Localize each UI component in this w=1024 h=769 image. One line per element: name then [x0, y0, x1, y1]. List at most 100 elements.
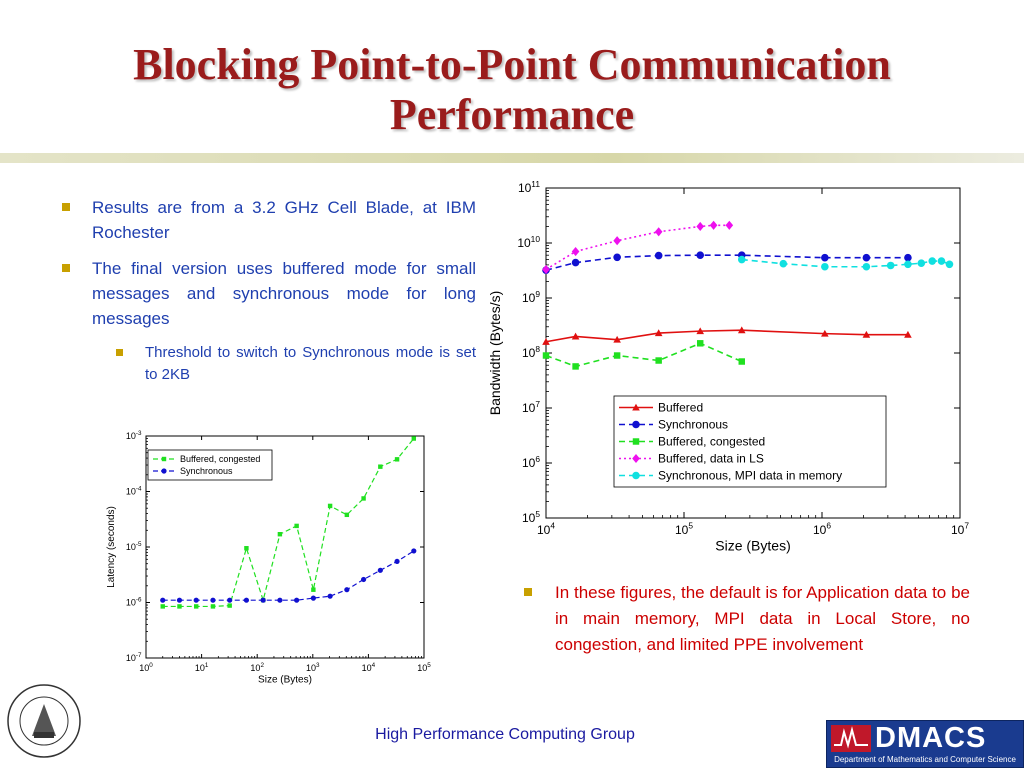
- y-axis-label: Bandwidth (Bytes/s): [487, 291, 503, 416]
- data-point-2: [572, 363, 579, 370]
- legend-label-2: Buffered, congested: [658, 435, 765, 449]
- data-point-1: [210, 597, 216, 603]
- x-tick-label: 107: [951, 521, 969, 537]
- legend-marker-2: [632, 438, 640, 445]
- x-tick-label: 100: [139, 662, 153, 673]
- data-point-2: [613, 352, 621, 359]
- data-point-0: [311, 587, 316, 592]
- data-point-1: [310, 595, 316, 601]
- sub-bullet-text: Threshold to switch to Synchronous mode …: [145, 344, 476, 383]
- legend-label-1: Synchronous: [658, 418, 728, 432]
- data-point-1: [411, 548, 417, 554]
- data-point-1: [613, 253, 621, 262]
- data-point-0: [696, 327, 705, 335]
- x-tick-label: 103: [306, 662, 320, 673]
- data-point-1: [327, 593, 333, 599]
- latency-chart: 100 101 102 103 104 105 10-7 10-6 10-5 10-4 10-3 Si…: [106, 430, 431, 685]
- data-point-2: [542, 352, 550, 359]
- data-point-0: [210, 604, 216, 609]
- y-tick-label: 108: [522, 344, 540, 360]
- data-point-0: [654, 329, 663, 337]
- data-point-0: [378, 464, 383, 469]
- x-tick-label: 101: [195, 662, 209, 673]
- bullet-results: Results are from a 3.2 GHz Cell Blade, a…: [62, 195, 476, 245]
- data-point-0: [542, 337, 550, 345]
- data-point-4: [904, 260, 912, 269]
- data-point-1: [862, 253, 871, 262]
- x-tick-label: 104: [537, 521, 555, 537]
- y-tick-label: 107: [522, 399, 540, 415]
- data-point-0: [294, 523, 299, 529]
- series-line-1: [162, 550, 415, 601]
- y-axis-label: Latency (seconds): [106, 506, 117, 588]
- data-point-0: [277, 532, 283, 537]
- legend-box: [147, 449, 273, 481]
- data-point-0: [571, 332, 580, 340]
- data-point-0: [244, 546, 249, 551]
- data-point-1: [277, 597, 283, 603]
- y-tick-label: 1010: [517, 234, 540, 250]
- y-tick-label: 106: [522, 454, 540, 470]
- data-point-0: [327, 503, 333, 509]
- data-point-1: [344, 587, 350, 593]
- university-logo: [4, 678, 84, 764]
- data-point-2: [738, 358, 745, 365]
- y-tick-label: 109: [522, 289, 540, 305]
- data-point-0: [862, 330, 871, 338]
- legend-box: [613, 395, 887, 488]
- data-point-0: [411, 436, 417, 441]
- data-point-1: [294, 597, 300, 603]
- x-axis-label: Size (Bytes): [715, 537, 790, 553]
- data-point-1: [821, 253, 829, 262]
- legend-label-4: Synchronous, MPI data in memory: [658, 469, 842, 483]
- legend-marker-0: [632, 403, 640, 411]
- legend-marker-4: [632, 471, 640, 480]
- y-tick-label: 10-5: [126, 541, 142, 552]
- data-point-4: [862, 262, 871, 271]
- bullet-square-icon: [62, 264, 70, 272]
- data-point-0: [227, 603, 232, 608]
- data-point-1: [571, 258, 580, 267]
- data-point-1: [176, 597, 183, 603]
- legend-label-1: Synchronous: [180, 466, 233, 476]
- legend-label-0: Buffered: [658, 401, 703, 415]
- data-point-3: [613, 236, 621, 246]
- x-axis-label: Size (Bytes): [258, 674, 312, 685]
- slide-title: Blocking Point-to-Point Communication Pe…: [0, 40, 1024, 140]
- data-point-4: [917, 259, 926, 267]
- dmacs-logo-icon: [831, 725, 871, 752]
- x-tick-label: 105: [417, 662, 431, 673]
- bullet-final-version: The final version uses buffered mode for…: [62, 256, 476, 331]
- bullet-text: Results are from a 3.2 GHz Cell Blade, a…: [92, 198, 476, 242]
- bullet-square-icon: [116, 349, 123, 356]
- bullet-square-icon: [62, 203, 70, 211]
- footer-text: High Performance Computing Group: [375, 726, 635, 743]
- note-text: In these figures, the default is for App…: [555, 583, 970, 654]
- data-point-0: [904, 330, 912, 338]
- dmacs-logo: DMACS Department of Mathematics and Comp…: [826, 720, 1024, 768]
- data-point-0: [394, 457, 400, 462]
- data-point-4: [928, 257, 937, 265]
- data-point-3: [709, 220, 718, 230]
- x-tick-label: 104: [362, 662, 376, 673]
- title-divider: [0, 153, 1024, 163]
- x-tick-label: 106: [813, 521, 831, 537]
- data-point-1: [904, 253, 912, 262]
- data-point-0: [194, 604, 199, 609]
- x-tick-label: 105: [675, 521, 693, 537]
- data-point-2: [655, 357, 662, 364]
- data-point-4: [821, 262, 829, 271]
- data-point-1: [160, 597, 166, 603]
- data-point-1: [193, 597, 199, 603]
- y-tick-label: 10-4: [126, 486, 142, 497]
- x-tick-label: 102: [250, 662, 264, 673]
- data-point-4: [937, 257, 946, 265]
- y-tick-label: 10-6: [126, 597, 142, 608]
- data-point-1: [394, 558, 400, 565]
- bullet-text: The final version uses buffered mode for…: [92, 259, 476, 328]
- data-point-1: [654, 251, 663, 260]
- series-line-4: [741, 258, 950, 268]
- dmacs-logo-name: DMACS: [875, 722, 987, 754]
- data-point-0: [361, 496, 366, 501]
- data-point-4: [945, 260, 954, 269]
